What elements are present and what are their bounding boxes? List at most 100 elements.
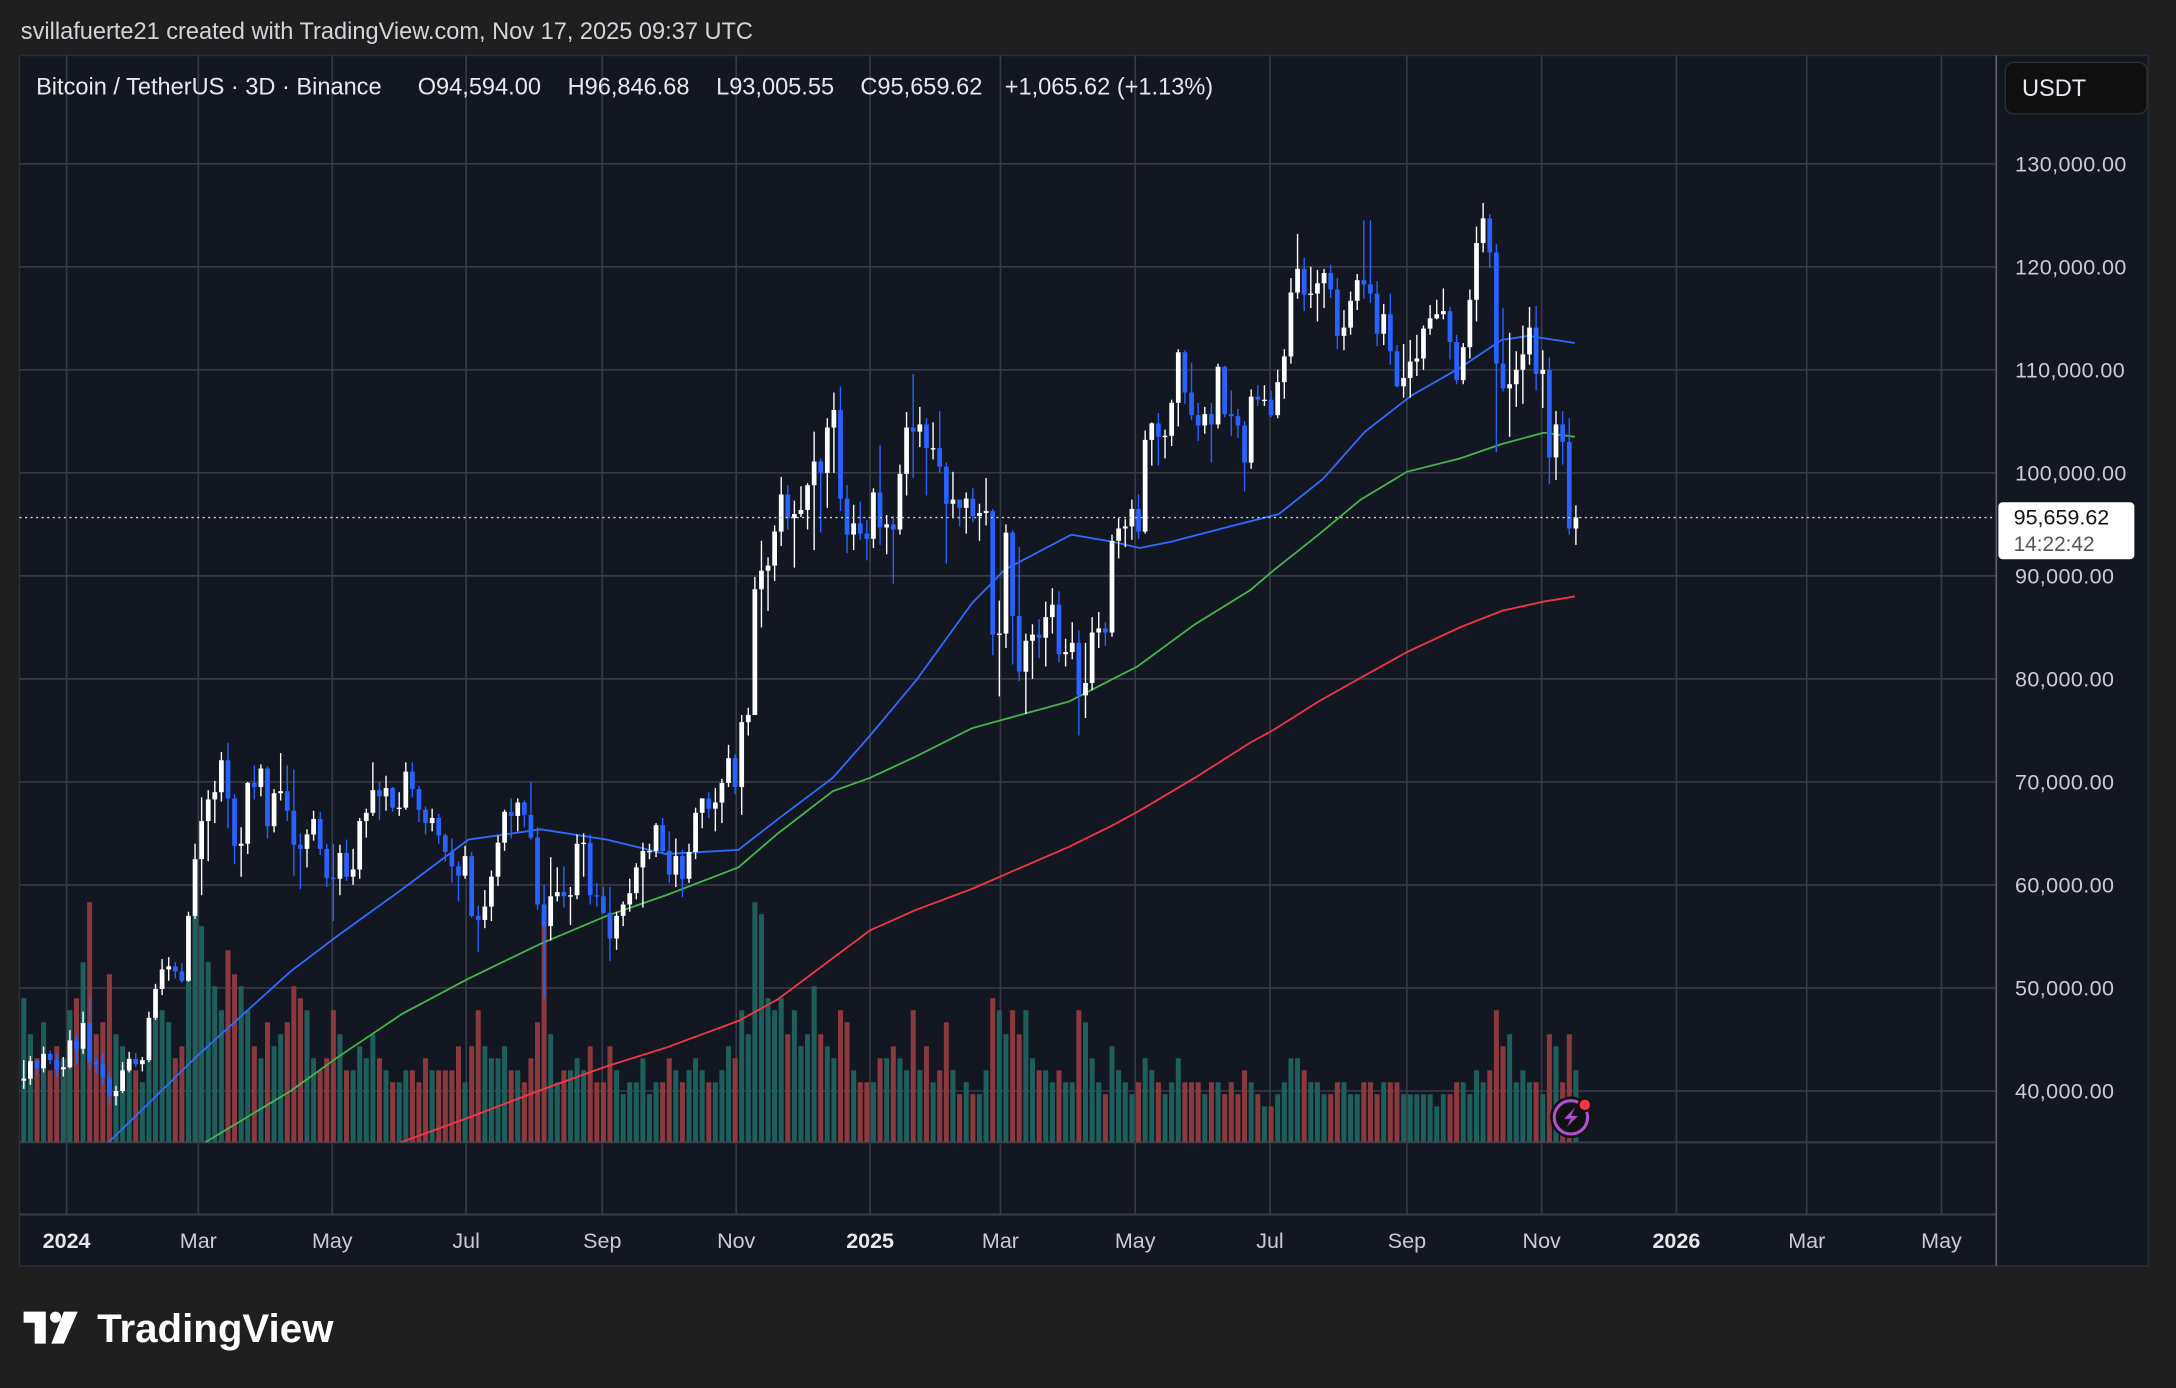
candle-body[interactable] [258,768,264,788]
candle-body[interactable] [93,1062,99,1065]
candle-body[interactable] [350,869,356,877]
candle-body[interactable] [857,523,863,534]
candle-body[interactable] [436,817,442,836]
candle-body[interactable] [1321,272,1327,284]
candle-body[interactable] [924,424,929,449]
candle-body[interactable] [80,1022,86,1049]
candle-body[interactable] [745,714,751,723]
candle-body[interactable] [199,821,204,860]
candle-body[interactable] [1573,517,1579,529]
candle-body[interactable] [166,966,172,970]
candle-body[interactable] [1076,642,1082,696]
candle-body[interactable] [1407,361,1413,379]
candle-body[interactable] [535,837,540,905]
currency-button[interactable]: USDT [2004,61,2148,115]
candle-body[interactable] [680,856,685,879]
candle-body[interactable] [172,966,178,972]
candle-body[interactable] [179,971,185,981]
candle-body[interactable] [317,818,323,849]
candle-body[interactable] [910,427,916,432]
candle-body[interactable] [1136,508,1141,532]
price-axis[interactable]: 130,000.00 120,000.00 110,000.00 100,000.00… [2015,152,2127,1103]
candle-body[interactable] [957,499,962,508]
candle-body[interactable] [798,509,804,515]
candle-body[interactable] [607,912,613,939]
candle-body[interactable] [370,790,376,813]
candle-body[interactable] [449,851,455,867]
candle-body[interactable] [21,1078,27,1081]
candle-body[interactable] [917,424,923,432]
candle-body[interactable] [1242,425,1247,463]
candle-body[interactable] [712,802,718,809]
candle-body[interactable] [330,877,336,880]
candle-body[interactable] [126,1059,132,1071]
candle-body[interactable] [977,513,982,517]
candle-body[interactable] [759,570,764,590]
candle-body[interactable] [739,722,745,788]
candle-body[interactable] [1069,642,1075,653]
candle-body[interactable] [1209,414,1214,425]
candle-body[interactable] [113,1090,119,1097]
candle-body[interactable] [1308,293,1314,295]
candle-body[interactable] [930,448,936,450]
candle-body[interactable] [811,461,817,486]
candle-body[interactable] [1050,604,1055,618]
candle-body[interactable] [805,485,810,510]
candle-body[interactable] [963,498,969,508]
candle-body[interactable] [100,1064,106,1078]
candle-body[interactable] [1354,280,1360,301]
candle-body[interactable] [41,1053,46,1069]
candle-body[interactable] [1195,415,1201,426]
candle-body[interactable] [139,1060,145,1065]
candle-body[interactable] [186,915,191,981]
candle-body[interactable] [1235,416,1241,426]
candle-body[interactable] [1116,528,1121,541]
candle-body[interactable] [265,768,270,827]
candle-body[interactable] [251,782,257,788]
candle-body[interactable] [67,1040,73,1068]
candle-body[interactable] [205,799,211,822]
candle-body[interactable] [153,988,158,1018]
candle-body[interactable] [1268,399,1274,416]
candle-body[interactable] [904,427,909,474]
candle-body[interactable] [1547,369,1552,458]
candle-body[interactable] [442,835,448,852]
candle-body[interactable] [541,904,547,927]
candle-body[interactable] [1560,424,1566,442]
candle-body[interactable] [1394,351,1400,387]
candle-body[interactable] [1023,640,1029,672]
candle-body[interactable] [47,1053,53,1061]
candle-body[interactable] [838,410,843,499]
candle-body[interactable] [219,760,224,793]
candle-body[interactable] [620,904,626,916]
candle-body[interactable] [410,771,415,790]
candle-body[interactable] [1361,280,1367,285]
candle-body[interactable] [363,812,369,822]
candle-body[interactable] [456,866,461,876]
candle-body[interactable] [489,876,494,907]
candle-body[interactable] [60,1067,66,1070]
candle-body[interactable] [495,842,501,877]
candle-body[interactable] [475,915,481,920]
candle-body[interactable] [324,848,330,878]
candle-body[interactable] [666,850,672,875]
candle-body[interactable] [996,633,1002,635]
candle-body[interactable] [1421,328,1426,359]
candle-body[interactable] [383,788,389,797]
candle-body[interactable] [772,531,777,566]
candle-body[interactable] [890,524,896,530]
candle-body[interactable] [1566,441,1572,529]
candle-body[interactable] [990,510,996,635]
time-axis[interactable]: 2024 Mar May Jul Sep Nov 2025 Mar May Jul Sep Nov 20… [43,1229,1962,1253]
candle-body[interactable] [1169,402,1175,436]
candle-body[interactable] [1016,616,1022,672]
candle-body[interactable] [1480,218,1486,244]
candle-body[interactable] [1083,683,1088,696]
candle-body[interactable] [1262,399,1267,402]
candle-body[interactable] [1434,314,1440,319]
candle-body[interactable] [1527,327,1532,355]
candle-body[interactable] [1288,292,1294,357]
candle-body[interactable] [278,791,284,794]
candle-body[interactable] [640,850,646,868]
candle-body[interactable] [1427,318,1433,329]
